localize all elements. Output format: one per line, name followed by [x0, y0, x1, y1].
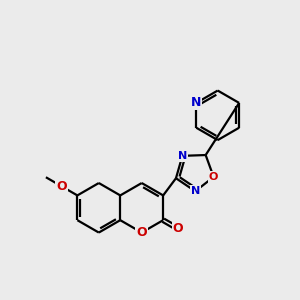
- Text: O: O: [136, 226, 147, 239]
- Text: O: O: [209, 172, 218, 182]
- Text: N: N: [190, 186, 200, 196]
- Text: O: O: [56, 180, 67, 193]
- Text: N: N: [178, 151, 187, 161]
- Text: N: N: [191, 96, 201, 110]
- Text: O: O: [173, 222, 183, 235]
